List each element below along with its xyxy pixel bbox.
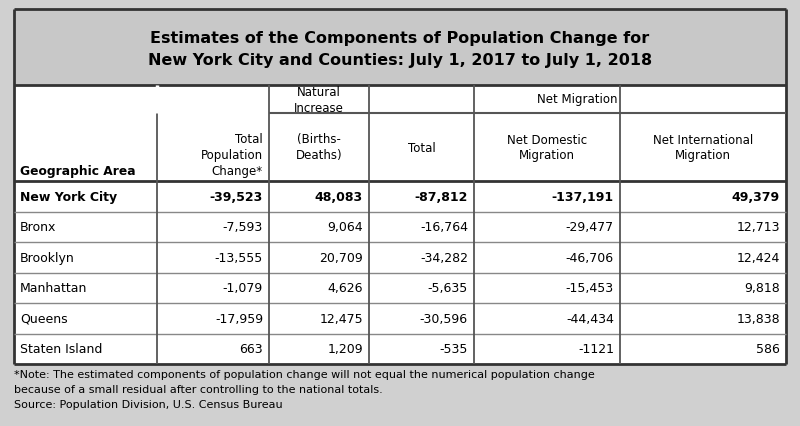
Text: 20,709: 20,709 [319,251,363,264]
Text: 9,064: 9,064 [327,221,363,234]
Text: because of a small residual after controlling to the national totals.: because of a small residual after contro… [14,384,382,394]
Text: -39,523: -39,523 [210,190,263,203]
Text: -1,079: -1,079 [222,282,263,294]
Text: -5,635: -5,635 [428,282,468,294]
Text: -44,434: -44,434 [566,312,614,325]
Text: Source: Population Division, U.S. Census Bureau: Source: Population Division, U.S. Census… [14,399,282,409]
Text: Net Migration: Net Migration [538,93,618,106]
Text: 13,838: 13,838 [736,312,780,325]
Text: -137,191: -137,191 [552,190,614,203]
Text: Total
Population
Change*: Total Population Change* [201,132,263,178]
Text: *Note: The estimated components of population change will not equal the numerica: *Note: The estimated components of popul… [14,369,594,379]
Text: -30,596: -30,596 [420,312,468,325]
Text: 48,083: 48,083 [315,190,363,203]
Text: 4,626: 4,626 [327,282,363,294]
Text: 586: 586 [756,343,780,355]
Text: -46,706: -46,706 [566,251,614,264]
Text: Estimates of the Components of Population Change for: Estimates of the Components of Populatio… [150,30,650,46]
Text: Total: Total [408,141,435,154]
Text: Queens: Queens [20,312,68,325]
Text: -15,453: -15,453 [566,282,614,294]
Text: 12,475: 12,475 [319,312,363,325]
Text: -29,477: -29,477 [566,221,614,234]
Text: -17,959: -17,959 [215,312,263,325]
Text: Manhattan: Manhattan [20,282,87,294]
Text: Net Domestic
Migration: Net Domestic Migration [507,133,587,162]
Text: (Births-
Deaths): (Births- Deaths) [296,133,342,162]
Text: 1,209: 1,209 [327,343,363,355]
Text: -87,812: -87,812 [414,190,468,203]
Text: 663: 663 [239,343,263,355]
Text: Bronx: Bronx [20,221,56,234]
Text: -1121: -1121 [578,343,614,355]
Text: New York City and Counties: July 1, 2017 to July 1, 2018: New York City and Counties: July 1, 2017… [148,52,652,67]
Text: Net International
Migration: Net International Migration [653,133,753,162]
Text: -34,282: -34,282 [420,251,468,264]
Text: 12,713: 12,713 [737,221,780,234]
Text: Brooklyn: Brooklyn [20,251,74,264]
Text: 49,379: 49,379 [732,190,780,203]
Text: New York City: New York City [20,190,117,203]
Text: Geographic Area: Geographic Area [20,164,136,178]
Text: Natural
Increase: Natural Increase [294,85,344,114]
Text: -7,593: -7,593 [222,221,263,234]
Text: -16,764: -16,764 [420,221,468,234]
Text: Staten Island: Staten Island [20,343,102,355]
Text: 12,424: 12,424 [737,251,780,264]
Bar [14,86,786,364]
Text: 9,818: 9,818 [744,282,780,294]
Text: -535: -535 [440,343,468,355]
Bar [14,10,786,86]
Text: -13,555: -13,555 [214,251,263,264]
